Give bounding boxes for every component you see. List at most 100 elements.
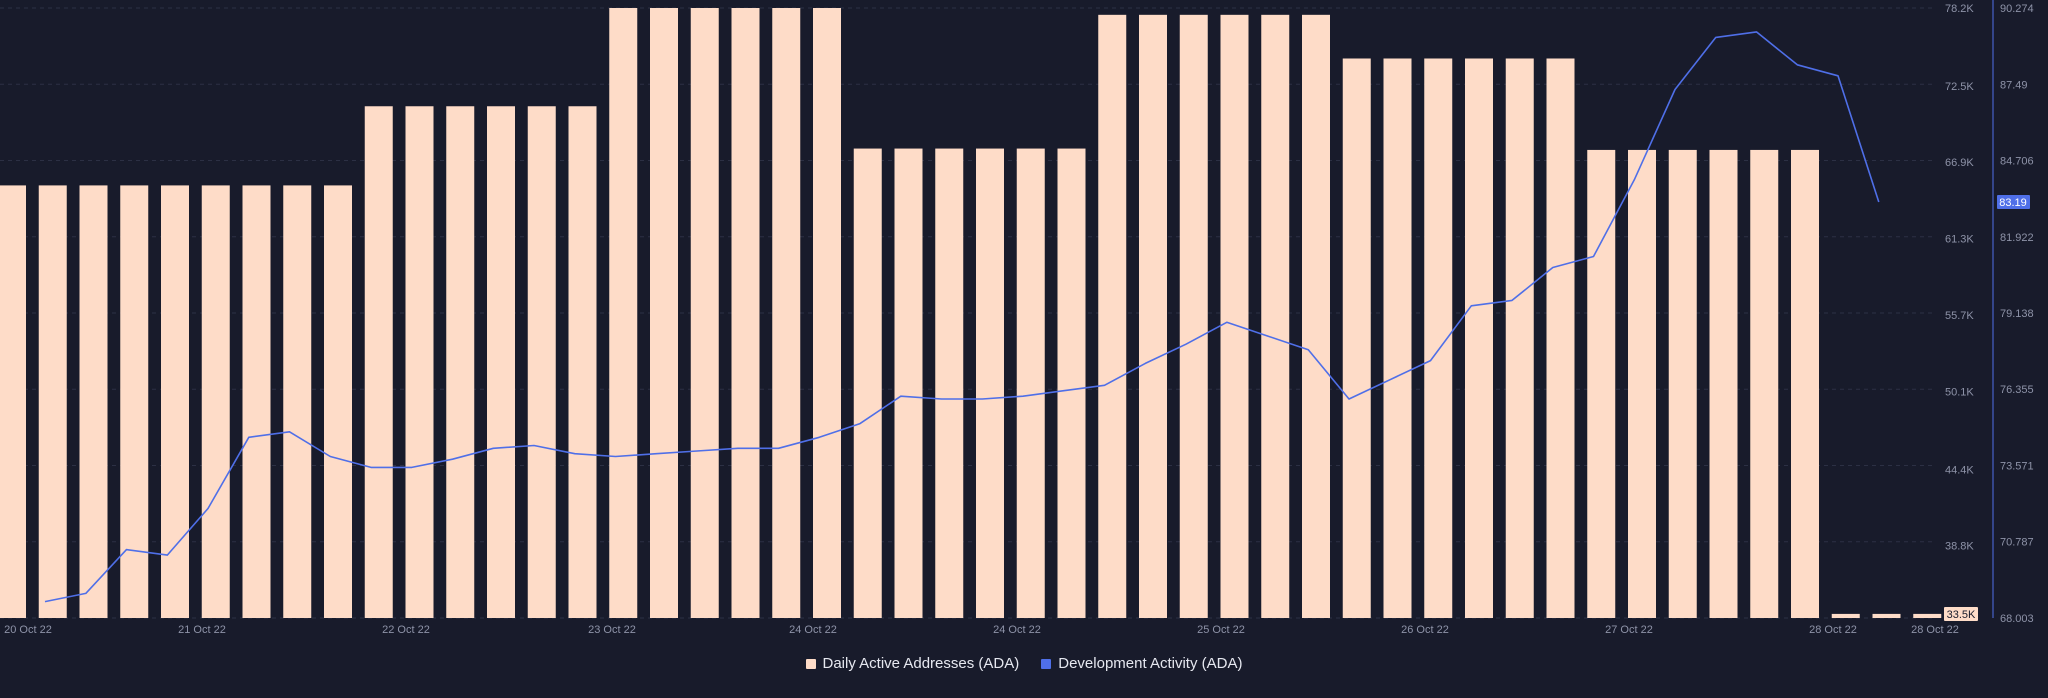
legend-label-development-activity: Development Activity (ADA) [1058,655,1243,672]
x-tick-1: 21 Oct 22 [178,624,226,636]
current-value-badge-right: 83.19 [1999,197,2027,209]
legend-swatch-line [1041,658,1052,669]
y-right-tick-3: 81.922 [2000,232,2034,244]
bar-27 [1098,14,1127,619]
bar-32 [1302,14,1330,619]
bar-26 [1057,148,1086,619]
bar-19 [772,8,801,618]
bar-6 [242,185,271,619]
legend-item-daily-active-addresses[interactable]: Daily Active Addresses (ADA) [805,655,1020,672]
dev-activity-point-4 [207,508,209,510]
bar-43 [1750,149,1779,618]
dev-activity-point-5 [248,437,250,439]
bar-14 [568,106,597,618]
dev-activity-point-16 [696,450,698,452]
bar-30 [1220,14,1249,619]
dev-activity-point-41 [1715,37,1717,39]
y-left-tick-4: 55.7K [1945,310,1974,322]
dev-activity-point-39 [1633,179,1635,181]
dev-activity-point-32 [1348,398,1350,400]
bar-33 [1342,58,1371,618]
y-left-tick-7: 38.8K [1945,541,1974,553]
current-value-badge-left: 33.5K [1947,609,1976,621]
y-right-tick-8: 68.003 [2000,613,2034,625]
dev-activity-point-14 [615,456,617,458]
dev-activity-point-8 [370,467,372,469]
legend-label-daily-active-addresses: Daily Active Addresses (ADA) [822,655,1020,672]
bar-13 [527,106,556,618]
legend-item-development-activity[interactable]: Development Activity (ADA) [1041,655,1242,672]
dev-activity-point-36 [1511,300,1513,302]
dev-activity-point-9 [411,467,413,469]
bar-3 [120,185,149,619]
dev-activity-point-22 [941,398,943,400]
dev-activity-point-13 [574,453,576,455]
dev-activity-point-20 [859,423,861,425]
bar-28 [1139,14,1167,619]
y-right-tick-4: 79.138 [2000,308,2034,320]
y-left-tick-1: 72.5K [1945,81,1974,93]
bar-10 [405,106,434,618]
dev-activity-point-12 [533,445,535,447]
bars-layer [0,8,1942,619]
dev-activity-point-43 [1796,64,1798,66]
dev-activity-point-1 [85,593,87,595]
bar-40 [1628,149,1656,618]
y-right-tick-7: 70.787 [2000,537,2034,549]
y-right-tick-2: 84.706 [2000,156,2034,168]
dev-activity-point-34 [1430,360,1432,362]
x-tick-7: 26 Oct 22 [1401,624,1449,636]
dev-activity-point-29 [1226,321,1228,323]
bar-22 [894,148,923,619]
bar-16 [650,8,678,618]
bar-25 [1016,148,1045,619]
dev-activity-point-7 [329,456,331,458]
dev-activity-point-0 [44,601,46,603]
dev-activity-point-27 [1144,363,1146,365]
x-tick-6: 25 Oct 22 [1197,624,1245,636]
bar-46 [1872,613,1901,618]
bar-17 [690,8,719,618]
bar-7 [283,185,312,619]
dev-activity-point-23 [981,398,983,400]
legend-swatch-bars [805,658,816,669]
bar-18 [731,8,760,618]
dev-activity-point-35 [1470,305,1472,307]
x-tick-9: 28 Oct 22 [1809,624,1857,636]
bar-23 [935,148,964,619]
dev-activity-point-24 [1022,395,1024,397]
y-right-tick-5: 76.355 [2000,384,2034,396]
bar-29 [1179,14,1208,619]
bar-21 [853,148,882,619]
dev-activity-point-18 [778,447,780,449]
legend: Daily Active Addresses (ADA) Development… [0,655,2048,672]
dev-activity-point-30 [1267,335,1269,337]
dev-activity-point-17 [737,447,739,449]
x-tick-4: 24 Oct 22 [789,624,837,636]
dev-activity-point-42 [1756,31,1758,33]
dev-activity-point-15 [655,453,657,455]
dev-activity-point-45 [1878,201,1880,203]
y-left-tick-0: 78.2K [1945,3,1974,15]
x-tick-2: 22 Oct 22 [382,624,430,636]
dev-activity-point-28 [1185,343,1187,345]
dev-activity-point-6 [289,431,291,433]
dev-activity-point-25 [1063,390,1065,392]
current-value-badge-right-bg [1997,195,2030,210]
dev-activity-point-11 [492,447,494,449]
bar-31 [1261,14,1290,619]
x-tick-0: 20 Oct 22 [4,624,52,636]
dev-activity-point-37 [1552,267,1554,269]
bar-37 [1505,58,1534,618]
bar-20 [813,8,841,618]
bar-36 [1465,58,1493,618]
current-value-badge-left-bg [1944,607,1978,621]
x-tick-3: 23 Oct 22 [588,624,636,636]
bar-1 [38,185,67,619]
dev-activity-point-10 [452,458,454,460]
y-right-tick-6: 73.571 [2000,460,2034,472]
y-left-tick-6: 44.4K [1945,464,1974,476]
dev-activity-point-40 [1674,89,1676,91]
